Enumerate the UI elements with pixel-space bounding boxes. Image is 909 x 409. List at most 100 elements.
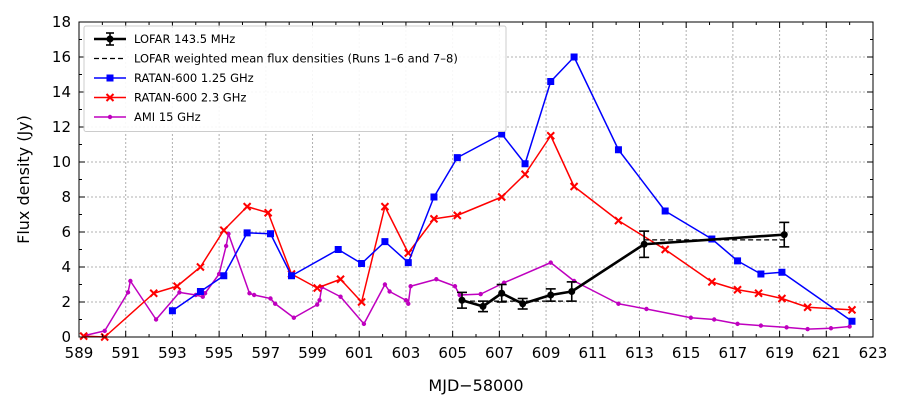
y-tick-label: 2 xyxy=(61,293,71,311)
x-axis-title: MJD−58000 xyxy=(428,376,523,395)
legend-label: RATAN-600 2.3 GHz xyxy=(134,91,246,105)
series-marker xyxy=(381,238,389,246)
series-marker xyxy=(358,260,366,267)
series-marker xyxy=(268,296,273,301)
series-marker xyxy=(616,301,621,306)
series-marker xyxy=(219,226,228,235)
y-tick-label: 14 xyxy=(52,83,71,101)
series-marker xyxy=(570,53,578,61)
x-tick-label: 589 xyxy=(65,344,94,362)
series-marker xyxy=(102,328,107,334)
x-tick-label: 613 xyxy=(625,344,654,362)
series-marker xyxy=(106,74,114,82)
series-marker xyxy=(498,130,506,138)
series-marker xyxy=(734,257,742,265)
series-2 xyxy=(168,53,856,325)
series-marker xyxy=(406,301,411,306)
series-marker xyxy=(569,182,579,191)
series-marker xyxy=(847,305,857,315)
x-tick-label: 597 xyxy=(252,344,281,362)
series-marker xyxy=(404,259,412,267)
legend: LOFAR 143.5 MHz LOFAR weighted mean flux … xyxy=(83,25,507,132)
legend-box xyxy=(83,25,507,132)
series-marker xyxy=(712,317,717,322)
series-marker xyxy=(733,285,742,294)
series-marker xyxy=(828,326,834,331)
series-marker xyxy=(434,277,439,282)
x-tick-label: 607 xyxy=(485,344,514,362)
series-marker xyxy=(408,284,413,289)
x-tick-label: 595 xyxy=(205,344,234,362)
series-marker xyxy=(498,289,506,297)
series-marker xyxy=(688,315,694,320)
series-marker xyxy=(521,160,529,168)
y-tick-label: 8 xyxy=(61,188,71,206)
series-marker xyxy=(640,240,648,248)
x-tick-label: 603 xyxy=(392,344,421,362)
series-marker xyxy=(430,193,438,201)
legend-item-0: LOFAR 143.5 MHz xyxy=(94,32,235,46)
series-marker xyxy=(547,291,555,299)
series-marker xyxy=(848,317,856,325)
series-marker xyxy=(107,114,113,120)
series-marker xyxy=(338,294,343,299)
x-tick-label: 591 xyxy=(111,344,140,362)
series-marker xyxy=(288,272,296,280)
series-marker xyxy=(223,243,229,249)
legend-item-1: LOFAR weighted mean flux densities (Runs… xyxy=(94,52,458,66)
series-marker xyxy=(452,284,458,289)
series-marker xyxy=(380,202,390,211)
series-marker xyxy=(172,282,182,291)
y-tick-label: 4 xyxy=(61,258,71,276)
series-marker xyxy=(361,321,367,327)
series-marker xyxy=(263,208,273,217)
y-tick-label: 16 xyxy=(52,48,71,66)
series-marker xyxy=(336,275,345,284)
x-tick-label: 621 xyxy=(812,344,841,362)
series-marker xyxy=(153,317,159,322)
series-layer xyxy=(79,53,857,342)
series-marker xyxy=(453,211,462,220)
series-line xyxy=(461,233,785,308)
series-marker xyxy=(79,331,88,341)
series-line xyxy=(83,135,853,338)
x-tick-label: 623 xyxy=(859,344,888,362)
x-tick-label: 619 xyxy=(765,344,794,362)
x-tick-label: 617 xyxy=(719,344,748,362)
series-marker xyxy=(220,272,228,280)
series-marker xyxy=(317,298,322,303)
x-tick-label: 609 xyxy=(532,344,561,362)
legend-label: RATAN-600 1.25 GHz xyxy=(134,71,254,85)
series-marker xyxy=(778,268,786,276)
series-marker xyxy=(334,246,342,253)
series-marker xyxy=(251,292,257,298)
x-tick-label: 605 xyxy=(438,344,467,362)
series-marker xyxy=(177,290,182,295)
series-marker xyxy=(315,302,320,307)
series-marker xyxy=(243,229,251,237)
series-marker xyxy=(478,291,483,297)
series-marker xyxy=(403,298,409,303)
series-marker xyxy=(780,231,788,239)
series-marker xyxy=(457,292,462,298)
series-line xyxy=(85,233,850,336)
x-tick-label: 593 xyxy=(158,344,187,362)
legend-label: AMI 15 GHz xyxy=(134,110,201,124)
series-marker xyxy=(847,324,852,329)
series-marker xyxy=(805,326,810,332)
series-marker xyxy=(777,294,787,303)
series-marker xyxy=(242,202,252,211)
y-tick-label: 12 xyxy=(52,118,71,136)
series-marker xyxy=(216,271,222,277)
series-marker xyxy=(458,296,466,304)
series-marker xyxy=(520,170,530,179)
y-tick-label: 10 xyxy=(52,153,71,171)
series-marker xyxy=(758,323,764,328)
series-marker xyxy=(660,245,670,254)
series-marker xyxy=(757,270,765,278)
series-marker xyxy=(312,283,322,293)
series-marker xyxy=(291,315,297,320)
series-marker xyxy=(128,278,133,284)
series-marker xyxy=(149,289,158,298)
